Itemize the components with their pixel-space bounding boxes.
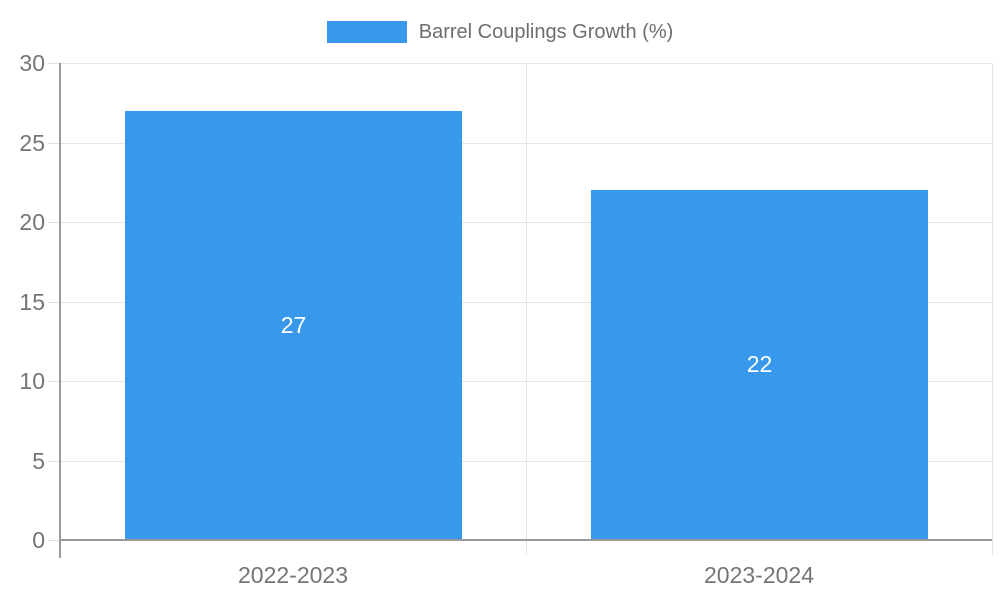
bar-value-label: 22 bbox=[746, 351, 773, 377]
bar-2023-2024[interactable] bbox=[591, 190, 928, 539]
y-tick-label: 30 bbox=[19, 50, 45, 76]
y-tick-label: 25 bbox=[19, 130, 45, 156]
y-axis-line bbox=[59, 63, 61, 558]
y-axis-tick bbox=[48, 222, 60, 223]
x-axis-line bbox=[60, 539, 992, 541]
x-tick-label: 2023-2024 bbox=[704, 562, 814, 588]
y-tick-label: 0 bbox=[32, 527, 45, 553]
y-axis-tick bbox=[48, 381, 60, 382]
y-axis-tick bbox=[48, 540, 60, 541]
y-tick-label: 5 bbox=[32, 448, 45, 474]
category-boundary-gridline bbox=[992, 63, 993, 555]
y-axis-tick bbox=[48, 63, 60, 64]
x-tick-label: 2022-2023 bbox=[238, 562, 348, 588]
y-tick-label: 20 bbox=[19, 209, 45, 235]
bar-value-label: 27 bbox=[280, 312, 307, 338]
y-axis-tick bbox=[48, 143, 60, 144]
y-axis-tick bbox=[48, 461, 60, 462]
legend-label: Barrel Couplings Growth (%) bbox=[418, 21, 674, 43]
category-boundary-gridline bbox=[526, 63, 527, 555]
bar-2022-2023[interactable] bbox=[125, 111, 462, 539]
legend-color-swatch bbox=[326, 21, 407, 43]
y-axis-tick bbox=[48, 302, 60, 303]
y-tick-label: 15 bbox=[19, 289, 45, 315]
chart-legend[interactable]: Barrel Couplings Growth (%) bbox=[0, 14, 1000, 50]
y-tick-label: 10 bbox=[19, 368, 45, 394]
